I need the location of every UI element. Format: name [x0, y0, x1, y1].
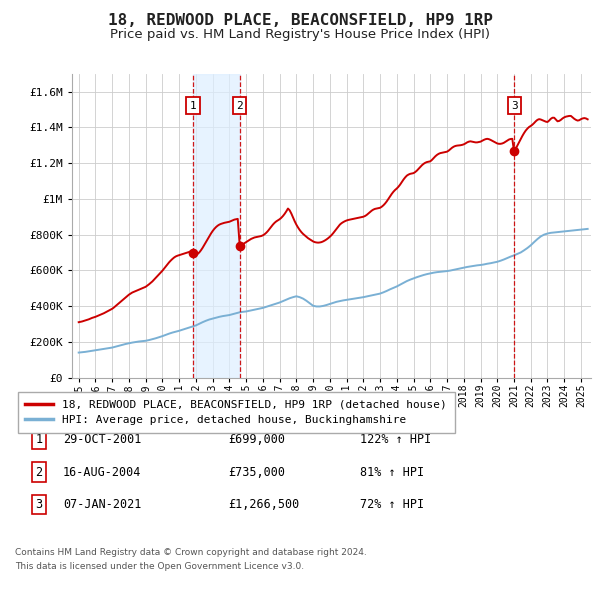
Legend: 18, REDWOOD PLACE, BEACONSFIELD, HP9 1RP (detached house), HPI: Average price, d: 18, REDWOOD PLACE, BEACONSFIELD, HP9 1RP…	[17, 392, 455, 433]
Text: 2: 2	[35, 466, 43, 478]
Bar	[193, 74, 240, 378]
Text: £735,000: £735,000	[228, 466, 285, 478]
Text: 122% ↑ HPI: 122% ↑ HPI	[360, 433, 431, 446]
Text: 2: 2	[236, 101, 243, 111]
Text: 72% ↑ HPI: 72% ↑ HPI	[360, 498, 424, 511]
Text: 1: 1	[35, 433, 43, 446]
Text: £1,266,500: £1,266,500	[228, 498, 299, 511]
Text: 18, REDWOOD PLACE, BEACONSFIELD, HP9 1RP: 18, REDWOOD PLACE, BEACONSFIELD, HP9 1RP	[107, 13, 493, 28]
Text: 3: 3	[35, 498, 43, 511]
Text: 07-JAN-2021: 07-JAN-2021	[63, 498, 142, 511]
Text: 1: 1	[190, 101, 196, 111]
Text: £699,000: £699,000	[228, 433, 285, 446]
Text: 29-OCT-2001: 29-OCT-2001	[63, 433, 142, 446]
Text: 16-AUG-2004: 16-AUG-2004	[63, 466, 142, 478]
Text: 3: 3	[511, 101, 518, 111]
Text: This data is licensed under the Open Government Licence v3.0.: This data is licensed under the Open Gov…	[15, 562, 304, 571]
Text: Price paid vs. HM Land Registry's House Price Index (HPI): Price paid vs. HM Land Registry's House …	[110, 28, 490, 41]
Text: Contains HM Land Registry data © Crown copyright and database right 2024.: Contains HM Land Registry data © Crown c…	[15, 548, 367, 557]
Text: 81% ↑ HPI: 81% ↑ HPI	[360, 466, 424, 478]
